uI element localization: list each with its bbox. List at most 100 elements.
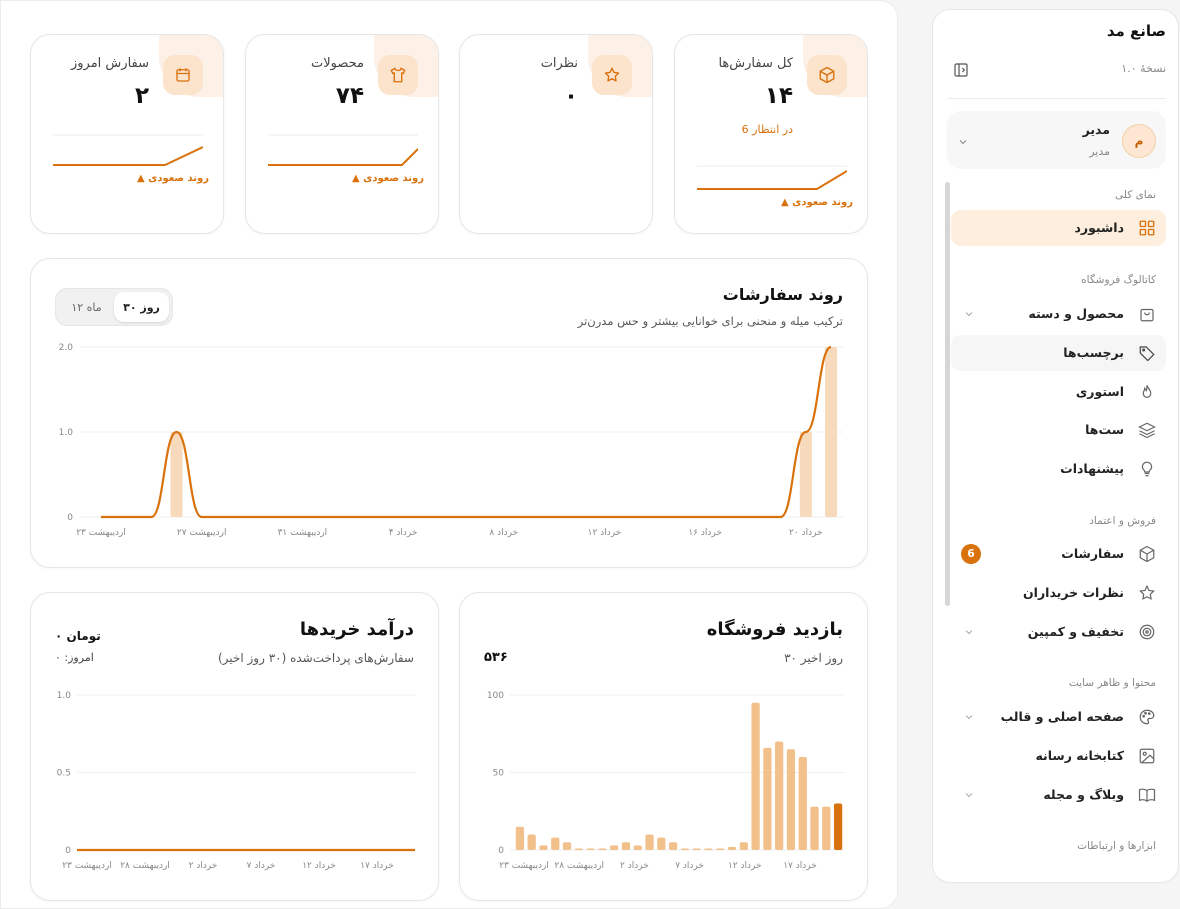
- visit-bar: [621, 842, 631, 850]
- x-tick-label: ۱۲ خرداد: [588, 528, 622, 538]
- kpi-sparkline: [697, 165, 847, 190]
- orders-trend-chart: 0 1.0 2.0 ۲۳ اردیبهشت ۲۷ اردیبهشت ۳۱ اردیبهشت…: [59, 343, 843, 538]
- box-icon: [1139, 545, 1155, 563]
- main-content: کل سفارش‌ها ۱۴ 6 در انتظار ▲ روند صعودی …: [0, 0, 898, 909]
- order-bar: [825, 347, 837, 517]
- sidebar-scrollbar[interactable]: [945, 182, 950, 606]
- pending-count: 6 در انتظار: [741, 123, 793, 136]
- app-version: نسخهٔ ۱.۰: [1121, 62, 1166, 75]
- sidebar-item-products[interactable]: محصول و دسته: [951, 296, 1166, 332]
- visit-bar: [692, 848, 701, 850]
- visit-bar: [515, 826, 525, 850]
- order-bar: [170, 432, 183, 517]
- kpi-today-orders-card[interactable]: سفارش امروز ۲ ▲ روند صعودی: [30, 34, 224, 234]
- palette-icon: [1139, 709, 1155, 725]
- kpi-title: محصولات: [311, 56, 364, 71]
- orders-trend-title: روند سفارشات: [722, 285, 843, 304]
- visit-bar: [739, 842, 748, 850]
- tag-icon: [1139, 346, 1155, 362]
- kpi-value: ۱۴: [764, 83, 793, 109]
- user-profile[interactable]: م مدیر مدیر: [947, 111, 1166, 169]
- calendar-icon: [163, 55, 203, 95]
- user-role: مدیر: [1089, 145, 1110, 158]
- trend-label: ▲ روند صعودی: [137, 173, 210, 184]
- kpi-reviews-card[interactable]: نظرات ۰: [459, 34, 653, 234]
- visit-bar: [539, 845, 548, 850]
- section-tools: ابزارها و ارتباطات: [1077, 840, 1156, 852]
- visits-subtitle: ۳۰ روز اخیر: [784, 651, 843, 665]
- y-tick-label: 0: [67, 513, 73, 523]
- x-tick-label: ۱۷ خرداد: [783, 861, 817, 871]
- brand-name: صانع مد: [1106, 22, 1166, 40]
- orders-trend-subtitle: ترکیب میله و منحنی برای خوانایی بیشتر و …: [577, 314, 843, 328]
- target-icon: [1139, 624, 1155, 640]
- sidebar-item-sets[interactable]: ست‌ها: [951, 412, 1166, 448]
- visit-bar: [645, 834, 654, 850]
- x-tick-label: ۲۳ اردیبهشت: [62, 861, 112, 871]
- visit-bar: [716, 848, 725, 850]
- visit-bar: [786, 749, 796, 850]
- visit-bar: [680, 848, 690, 850]
- sidebar-item-discounts[interactable]: تخفیف و کمپین: [951, 614, 1166, 650]
- sidebar-item-label: نظرات خریداران: [1023, 585, 1124, 600]
- kpi-value: ۲: [134, 83, 149, 109]
- revenue-total: ۰ تومان: [55, 629, 101, 643]
- visit-bar: [833, 803, 843, 850]
- y-tick-label: 0.5: [57, 769, 71, 779]
- layers-icon: [1138, 422, 1156, 439]
- kpi-title: نظرات: [540, 56, 578, 71]
- sidebar-item-homepage[interactable]: صفحه اصلی و قالب: [951, 699, 1166, 735]
- visit-bar: [668, 842, 678, 850]
- visits-title: بازدید فروشگاه: [706, 619, 843, 640]
- visit-bar: [775, 741, 784, 850]
- trend-label: ▲ روند صعودی: [781, 197, 854, 208]
- book-icon: [1138, 788, 1156, 803]
- section-sales: فروش و اعتماد: [1089, 515, 1156, 527]
- sidebar-item-media[interactable]: کتابخانه رسانه: [951, 738, 1166, 774]
- chevron-down-icon: [965, 793, 973, 798]
- toggle-12-months[interactable]: ۱۲ ماه: [71, 300, 102, 314]
- section-content: محتوا و ظاهر سایت: [1068, 677, 1156, 689]
- visit-bar: [798, 757, 807, 850]
- collapse-sidebar-icon[interactable]: [953, 62, 969, 82]
- revenue-line-chart: 0 0.5 1.0 ۲۳ اردیبهشت ۲۸ اردیبهشت ۲ خرداد ۷ خر…: [57, 691, 415, 871]
- toggle-30-days[interactable]: ۳۰ روز: [114, 292, 169, 322]
- avatar: م: [1122, 124, 1156, 158]
- y-tick-label: 0: [498, 846, 504, 856]
- chevron-down-icon: [965, 312, 973, 317]
- sidebar-item-dashboard[interactable]: داشبورد: [951, 210, 1166, 246]
- kpi-title: سفارش امروز: [70, 56, 149, 71]
- revenue-title: درآمد خریدها: [299, 619, 414, 640]
- sidebar-item-label: محصول و دسته: [1028, 306, 1124, 321]
- visit-bar: [598, 848, 607, 850]
- sidebar-item-tags[interactable]: برچسب‌ها: [951, 335, 1166, 371]
- sidebar-item-orders[interactable]: سفارشات 6: [951, 536, 1166, 572]
- bag-icon: [1140, 308, 1154, 322]
- revenue-card: درآمد خریدها سفارش‌های پرداخت‌شده (۳۰ رو…: [30, 592, 439, 901]
- order-bar: [799, 432, 812, 517]
- sidebar: صانع مد نسخهٔ ۱.۰ م مدیر مدیر نمای کلی د…: [932, 9, 1179, 883]
- visit-bar: [551, 837, 560, 850]
- user-name: مدیر: [1082, 122, 1110, 137]
- visit-bar: [610, 845, 619, 850]
- range-toggle: ۱۲ ماه ۳۰ روز: [55, 288, 173, 326]
- x-tick-label: ۸ خرداد: [489, 528, 518, 538]
- sidebar-item-reviews[interactable]: نظرات خریداران: [951, 575, 1166, 611]
- image-icon: [1139, 748, 1155, 764]
- sidebar-item-suggestions[interactable]: پیشنهادات: [951, 451, 1166, 487]
- visits-bar-chart: 0 50 100 ۲۳ اردیبهشت ۲۸ اردیبهشت ۲ خرداد ۷ خرد…: [487, 691, 844, 871]
- sidebar-item-story[interactable]: استوری: [951, 374, 1166, 410]
- star-icon: [592, 55, 632, 95]
- y-tick-label: 100: [487, 691, 504, 701]
- x-tick-label: ۲۳ اردیبهشت: [76, 528, 126, 538]
- kpi-products-card[interactable]: محصولات ۷۴ ▲ روند صعودی: [245, 34, 439, 234]
- kpi-value: ۰: [563, 83, 578, 109]
- sidebar-item-blog[interactable]: وبلاگ و مجله: [951, 777, 1166, 813]
- visit-bar: [527, 834, 536, 850]
- kpi-total-orders-card[interactable]: کل سفارش‌ها ۱۴ 6 در انتظار ▲ روند صعودی: [674, 34, 868, 234]
- grid-icon: [1139, 220, 1155, 236]
- visit-bar: [704, 848, 713, 850]
- visit-bar: [574, 848, 583, 850]
- x-tick-label: ۱۷ خرداد: [360, 861, 394, 871]
- x-tick-label: ۱۲ خرداد: [302, 861, 336, 871]
